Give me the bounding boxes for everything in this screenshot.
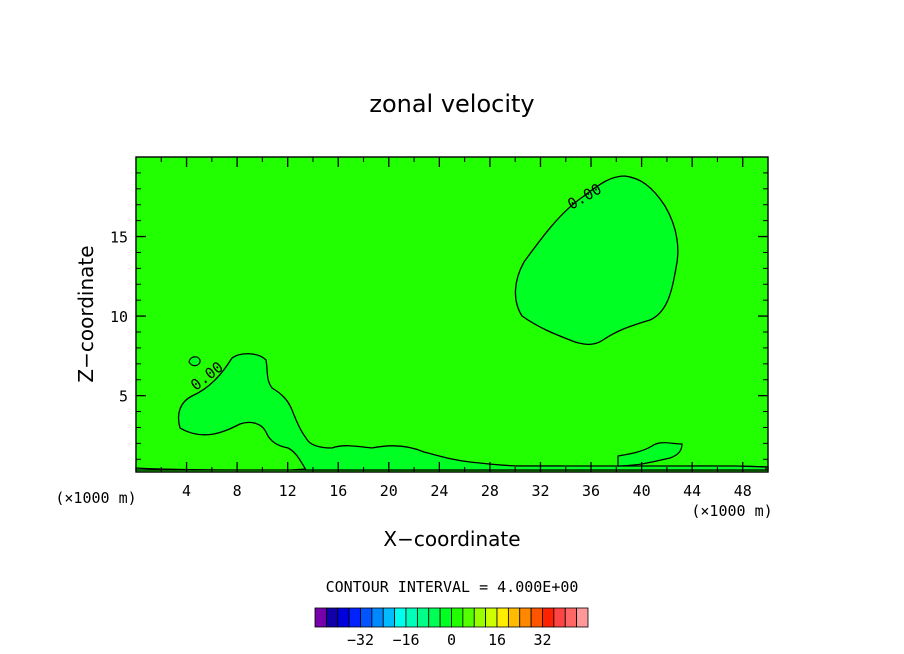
y-axis: 5 10 15 xyxy=(110,172,768,460)
colorbar-swatch xyxy=(576,607,589,628)
colorbar-swatch xyxy=(496,607,509,628)
colorbar-swatch xyxy=(314,607,327,628)
colorbar-swatch xyxy=(405,607,418,628)
y-axis-label: Z−coordinate xyxy=(74,245,98,382)
colorbar-swatch xyxy=(485,607,498,628)
x-tick-label: 48 xyxy=(734,482,752,500)
colorbar-swatch xyxy=(416,607,430,628)
x-unit-right: (×1000 m) xyxy=(691,502,772,520)
x-tick-label: 16 xyxy=(329,482,347,500)
colorbar-swatch xyxy=(439,607,452,628)
x-tick-label: 8 xyxy=(233,482,242,500)
colorbar-tick-label: 16 xyxy=(488,631,506,649)
contour-small-loop xyxy=(188,356,201,367)
chart-title: zonal velocity xyxy=(369,90,534,118)
x-tick-label: 44 xyxy=(683,482,701,500)
colorbar-swatch xyxy=(519,607,532,628)
colorbar-tick-label: −32 xyxy=(347,631,374,649)
plot-frame xyxy=(135,156,769,473)
x-tick-label: 4 xyxy=(182,482,191,500)
colorbar-swatch xyxy=(564,607,578,628)
y-tick-label: 10 xyxy=(110,308,128,326)
colorbar-swatch xyxy=(382,607,396,628)
x-unit-left: (×1000 m) xyxy=(55,489,136,507)
x-tick-label: 12 xyxy=(279,482,297,500)
colorbar-swatch xyxy=(462,607,475,628)
colorbar-swatch xyxy=(428,607,441,628)
contour-region-upper xyxy=(514,175,679,346)
contour-small-right xyxy=(617,442,683,467)
colorbar-swatch xyxy=(553,607,566,628)
x-axis-label: X−coordinate xyxy=(383,527,520,551)
colorbar-swatch xyxy=(325,607,339,628)
colorbar-swatch xyxy=(473,607,487,628)
colorbar-tick-label: −16 xyxy=(392,631,419,649)
contour-region-left xyxy=(177,353,767,471)
colorbar-swatch xyxy=(530,607,543,628)
y-tick-label: 15 xyxy=(110,229,128,247)
x-axis: 4 8 12 16 20 24 28 32 36 40 44 48 xyxy=(160,157,752,500)
x-tick-label: 28 xyxy=(481,482,499,500)
colorbar-swatch xyxy=(360,607,373,628)
colorbar-swatch xyxy=(451,607,464,628)
colorbar-tick-label: 32 xyxy=(533,631,551,649)
colorbar-tick-label: 0 xyxy=(447,631,456,649)
colorbar-swatch xyxy=(394,607,407,628)
colorbar-swatch xyxy=(542,607,555,628)
x-tick-label: 24 xyxy=(430,482,448,500)
colorbar: −32 −16 0 16 32 xyxy=(314,607,589,649)
colorbar-swatch xyxy=(507,607,521,628)
y-tick-label: 5 xyxy=(119,388,128,406)
colorbar-swatch xyxy=(337,607,350,628)
colorbar-swatch xyxy=(371,607,384,628)
colorbar-swatch xyxy=(348,607,361,628)
contour-interval-text: CONTOUR INTERVAL = 4.000E+00 xyxy=(326,578,579,596)
x-tick-label: 32 xyxy=(531,482,549,500)
x-tick-label: 20 xyxy=(380,482,398,500)
x-tick-label: 36 xyxy=(582,482,600,500)
x-tick-label: 40 xyxy=(633,482,651,500)
